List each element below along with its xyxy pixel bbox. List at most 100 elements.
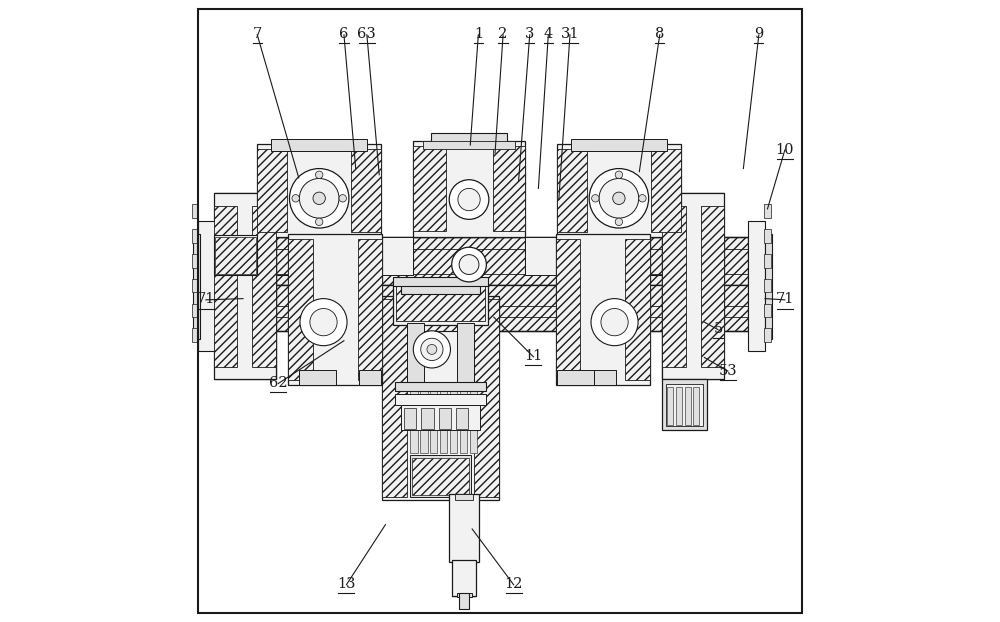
- Bar: [401, 284, 480, 294]
- Bar: [662, 206, 686, 367]
- Text: 63: 63: [357, 27, 376, 42]
- Bar: [556, 239, 580, 380]
- Bar: [765, 234, 772, 339]
- Bar: [359, 370, 381, 385]
- Bar: [693, 386, 699, 425]
- Bar: [450, 391, 457, 453]
- Text: 53: 53: [719, 364, 737, 378]
- Circle shape: [313, 192, 325, 205]
- Bar: [439, 407, 451, 429]
- Bar: [381, 237, 413, 275]
- Bar: [460, 391, 467, 453]
- Bar: [452, 560, 476, 596]
- Circle shape: [601, 309, 628, 336]
- Text: 10: 10: [776, 142, 794, 157]
- Circle shape: [458, 188, 480, 211]
- Bar: [764, 230, 771, 243]
- Bar: [457, 323, 474, 385]
- Bar: [571, 139, 667, 151]
- Text: 71: 71: [197, 292, 215, 307]
- Bar: [557, 144, 681, 237]
- Bar: [271, 139, 367, 151]
- Bar: [214, 285, 748, 331]
- Bar: [440, 391, 447, 453]
- Circle shape: [315, 218, 323, 226]
- Text: 71: 71: [776, 292, 794, 307]
- Bar: [748, 221, 765, 351]
- Bar: [299, 370, 336, 385]
- Bar: [449, 494, 479, 562]
- Bar: [685, 386, 691, 425]
- Circle shape: [421, 338, 443, 361]
- Text: 6: 6: [339, 27, 349, 42]
- Bar: [412, 458, 469, 495]
- Bar: [459, 593, 469, 610]
- Bar: [764, 205, 771, 218]
- Bar: [421, 407, 434, 429]
- Circle shape: [613, 192, 625, 205]
- Bar: [764, 304, 771, 317]
- Bar: [662, 193, 724, 379]
- Bar: [625, 239, 650, 380]
- Bar: [701, 206, 724, 367]
- Bar: [401, 405, 480, 430]
- Bar: [395, 382, 486, 391]
- Circle shape: [310, 309, 337, 336]
- Text: 4: 4: [544, 27, 553, 42]
- Bar: [393, 277, 488, 286]
- Text: 62: 62: [269, 376, 288, 390]
- Bar: [252, 206, 276, 367]
- Circle shape: [413, 331, 450, 368]
- Bar: [662, 379, 707, 430]
- Bar: [764, 279, 771, 292]
- Bar: [198, 221, 215, 351]
- Bar: [257, 149, 287, 232]
- Bar: [667, 386, 673, 425]
- Text: 8: 8: [655, 27, 664, 42]
- Circle shape: [449, 180, 489, 220]
- Bar: [214, 237, 748, 285]
- Bar: [192, 279, 198, 292]
- Bar: [474, 299, 499, 497]
- Bar: [214, 236, 257, 275]
- Circle shape: [592, 195, 599, 202]
- Bar: [192, 254, 198, 267]
- Bar: [410, 391, 418, 453]
- Text: 3: 3: [525, 27, 534, 42]
- Bar: [214, 206, 237, 367]
- Circle shape: [315, 171, 323, 179]
- Bar: [455, 494, 473, 500]
- Bar: [666, 384, 703, 426]
- Circle shape: [615, 171, 623, 179]
- Bar: [676, 386, 682, 425]
- Circle shape: [459, 254, 479, 274]
- Bar: [423, 141, 515, 149]
- Bar: [257, 144, 381, 237]
- Bar: [192, 230, 198, 243]
- Bar: [214, 193, 276, 379]
- Bar: [557, 370, 594, 385]
- Bar: [393, 282, 488, 325]
- Bar: [430, 391, 437, 453]
- Bar: [215, 237, 256, 274]
- Bar: [382, 295, 499, 500]
- Text: 7: 7: [253, 27, 262, 42]
- Circle shape: [452, 247, 486, 282]
- Bar: [395, 394, 486, 405]
- Bar: [457, 593, 472, 597]
- Bar: [351, 149, 381, 232]
- Bar: [556, 234, 650, 385]
- Bar: [288, 239, 313, 380]
- Circle shape: [427, 345, 437, 355]
- Bar: [413, 141, 525, 237]
- Bar: [407, 323, 424, 385]
- Bar: [192, 205, 198, 218]
- Circle shape: [300, 299, 347, 346]
- Text: 12: 12: [504, 577, 523, 592]
- Text: 13: 13: [337, 577, 356, 592]
- Bar: [410, 455, 471, 497]
- Bar: [214, 237, 748, 285]
- Bar: [456, 407, 468, 429]
- Bar: [764, 328, 771, 342]
- Bar: [288, 234, 382, 385]
